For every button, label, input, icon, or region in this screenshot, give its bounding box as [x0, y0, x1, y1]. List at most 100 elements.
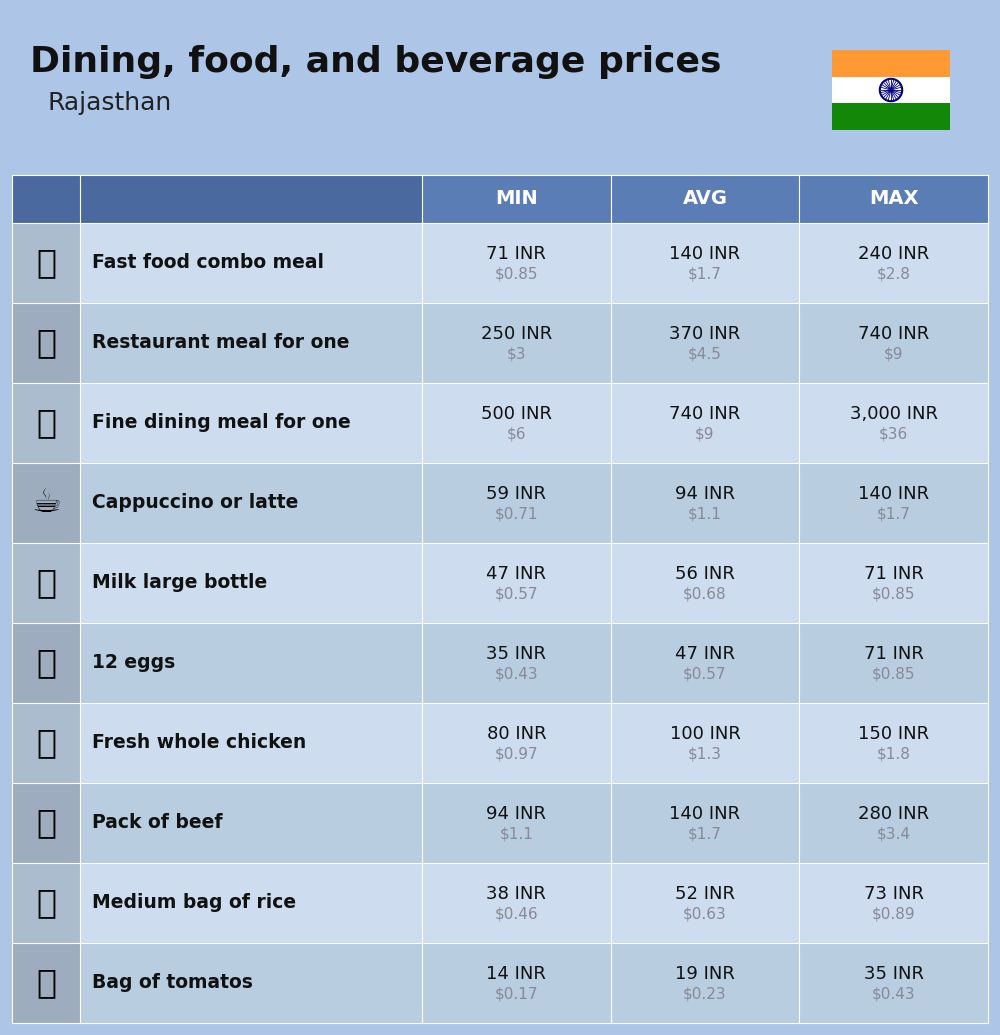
Text: Fine dining meal for one: Fine dining meal for one [92, 414, 351, 433]
Text: $0.17: $0.17 [495, 986, 538, 1002]
Text: 🐔: 🐔 [36, 727, 56, 760]
Text: 71 INR: 71 INR [864, 645, 924, 663]
Text: 56 INR: 56 INR [675, 565, 735, 583]
Bar [12, 303, 80, 383]
Text: MIN: MIN [495, 189, 538, 208]
Text: 🍔: 🍔 [36, 246, 56, 279]
Text: Bag of tomatos: Bag of tomatos [92, 974, 253, 993]
Bar [12, 863, 988, 943]
Text: Medium bag of rice: Medium bag of rice [92, 893, 296, 913]
Text: $0.68: $0.68 [683, 587, 727, 601]
Text: $0.46: $0.46 [495, 907, 538, 921]
Text: 73 INR: 73 INR [864, 885, 924, 903]
Text: $0.97: $0.97 [495, 746, 538, 762]
Text: 240 INR: 240 INR [858, 245, 929, 263]
Text: Rajasthan: Rajasthan [48, 91, 172, 115]
Text: $2.8: $2.8 [877, 266, 911, 282]
Text: $1.3: $1.3 [688, 746, 722, 762]
Text: $1.1: $1.1 [499, 827, 533, 841]
Text: $0.85: $0.85 [872, 667, 915, 681]
Text: 47 INR: 47 INR [486, 565, 546, 583]
Text: $9: $9 [695, 426, 715, 442]
Text: 80 INR: 80 INR [487, 724, 546, 743]
Bar [12, 543, 80, 623]
Bar [611, 175, 799, 223]
Text: Milk large bottle: Milk large bottle [92, 573, 267, 592]
Text: 370 INR: 370 INR [669, 325, 741, 343]
Text: $1.8: $1.8 [877, 746, 911, 762]
Text: 🍅: 🍅 [36, 967, 56, 1000]
Bar [12, 783, 80, 863]
Text: $3.4: $3.4 [877, 827, 911, 841]
Text: 100 INR: 100 INR [670, 724, 740, 743]
Text: 140 INR: 140 INR [858, 485, 929, 503]
Text: Pack of beef: Pack of beef [92, 814, 222, 832]
Bar [12, 783, 988, 863]
Text: $1.1: $1.1 [688, 506, 722, 522]
Text: 59 INR: 59 INR [486, 485, 546, 503]
Text: 140 INR: 140 INR [669, 805, 741, 823]
Text: 12 eggs: 12 eggs [92, 653, 175, 673]
Text: $0.43: $0.43 [872, 986, 915, 1002]
Text: 19 INR: 19 INR [675, 965, 735, 983]
Text: 🍳: 🍳 [36, 326, 56, 359]
Text: 94 INR: 94 INR [675, 485, 735, 503]
Text: 47 INR: 47 INR [675, 645, 735, 663]
Text: 3,000 INR: 3,000 INR [850, 405, 938, 423]
Bar [12, 703, 988, 783]
Bar [12, 863, 80, 943]
Bar [12, 543, 988, 623]
Text: 🍚: 🍚 [36, 887, 56, 919]
Text: 38 INR: 38 INR [486, 885, 546, 903]
Bar [12, 463, 988, 543]
Bar [832, 77, 950, 104]
Bar [12, 943, 988, 1023]
Text: Fast food combo meal: Fast food combo meal [92, 254, 324, 272]
Text: 35 INR: 35 INR [864, 965, 924, 983]
Bar [12, 623, 988, 703]
Bar [12, 175, 422, 223]
Text: 280 INR: 280 INR [858, 805, 929, 823]
Text: 71 INR: 71 INR [486, 245, 546, 263]
Text: MAX: MAX [869, 189, 918, 208]
Text: Dining, food, and beverage prices: Dining, food, and beverage prices [30, 45, 722, 79]
Text: ☕: ☕ [31, 486, 61, 520]
Text: 🍽: 🍽 [36, 407, 56, 440]
Bar [12, 175, 988, 1023]
Text: 94 INR: 94 INR [486, 805, 546, 823]
Text: 14 INR: 14 INR [486, 965, 546, 983]
Bar [12, 383, 988, 463]
Bar [12, 623, 80, 703]
Text: $6: $6 [507, 426, 526, 442]
Bar [12, 703, 80, 783]
Bar [832, 50, 950, 77]
Text: $0.57: $0.57 [683, 667, 727, 681]
Text: $0.43: $0.43 [495, 667, 538, 681]
Text: $0.89: $0.89 [872, 907, 915, 921]
Text: 250 INR: 250 INR [481, 325, 552, 343]
Text: $0.63: $0.63 [683, 907, 727, 921]
Text: $0.23: $0.23 [683, 986, 727, 1002]
Text: AVG: AVG [682, 189, 728, 208]
Text: 🥛: 🥛 [36, 566, 56, 599]
Text: 🥚: 🥚 [36, 647, 56, 680]
Text: $0.71: $0.71 [495, 506, 538, 522]
Text: $1.7: $1.7 [877, 506, 911, 522]
Text: $4.5: $4.5 [688, 347, 722, 361]
Text: $0.85: $0.85 [872, 587, 915, 601]
Text: 500 INR: 500 INR [481, 405, 552, 423]
Text: Cappuccino or latte: Cappuccino or latte [92, 494, 298, 512]
Bar [422, 175, 611, 223]
Text: $9: $9 [884, 347, 903, 361]
Bar [12, 383, 80, 463]
Bar [12, 223, 80, 303]
Bar [12, 303, 988, 383]
Bar [12, 943, 80, 1023]
Bar [0, 159, 1000, 167]
Text: $1.7: $1.7 [688, 266, 722, 282]
Text: $0.57: $0.57 [495, 587, 538, 601]
Text: 🥩: 🥩 [36, 806, 56, 839]
Text: 52 INR: 52 INR [675, 885, 735, 903]
Text: 740 INR: 740 INR [669, 405, 741, 423]
Bar [832, 104, 950, 130]
